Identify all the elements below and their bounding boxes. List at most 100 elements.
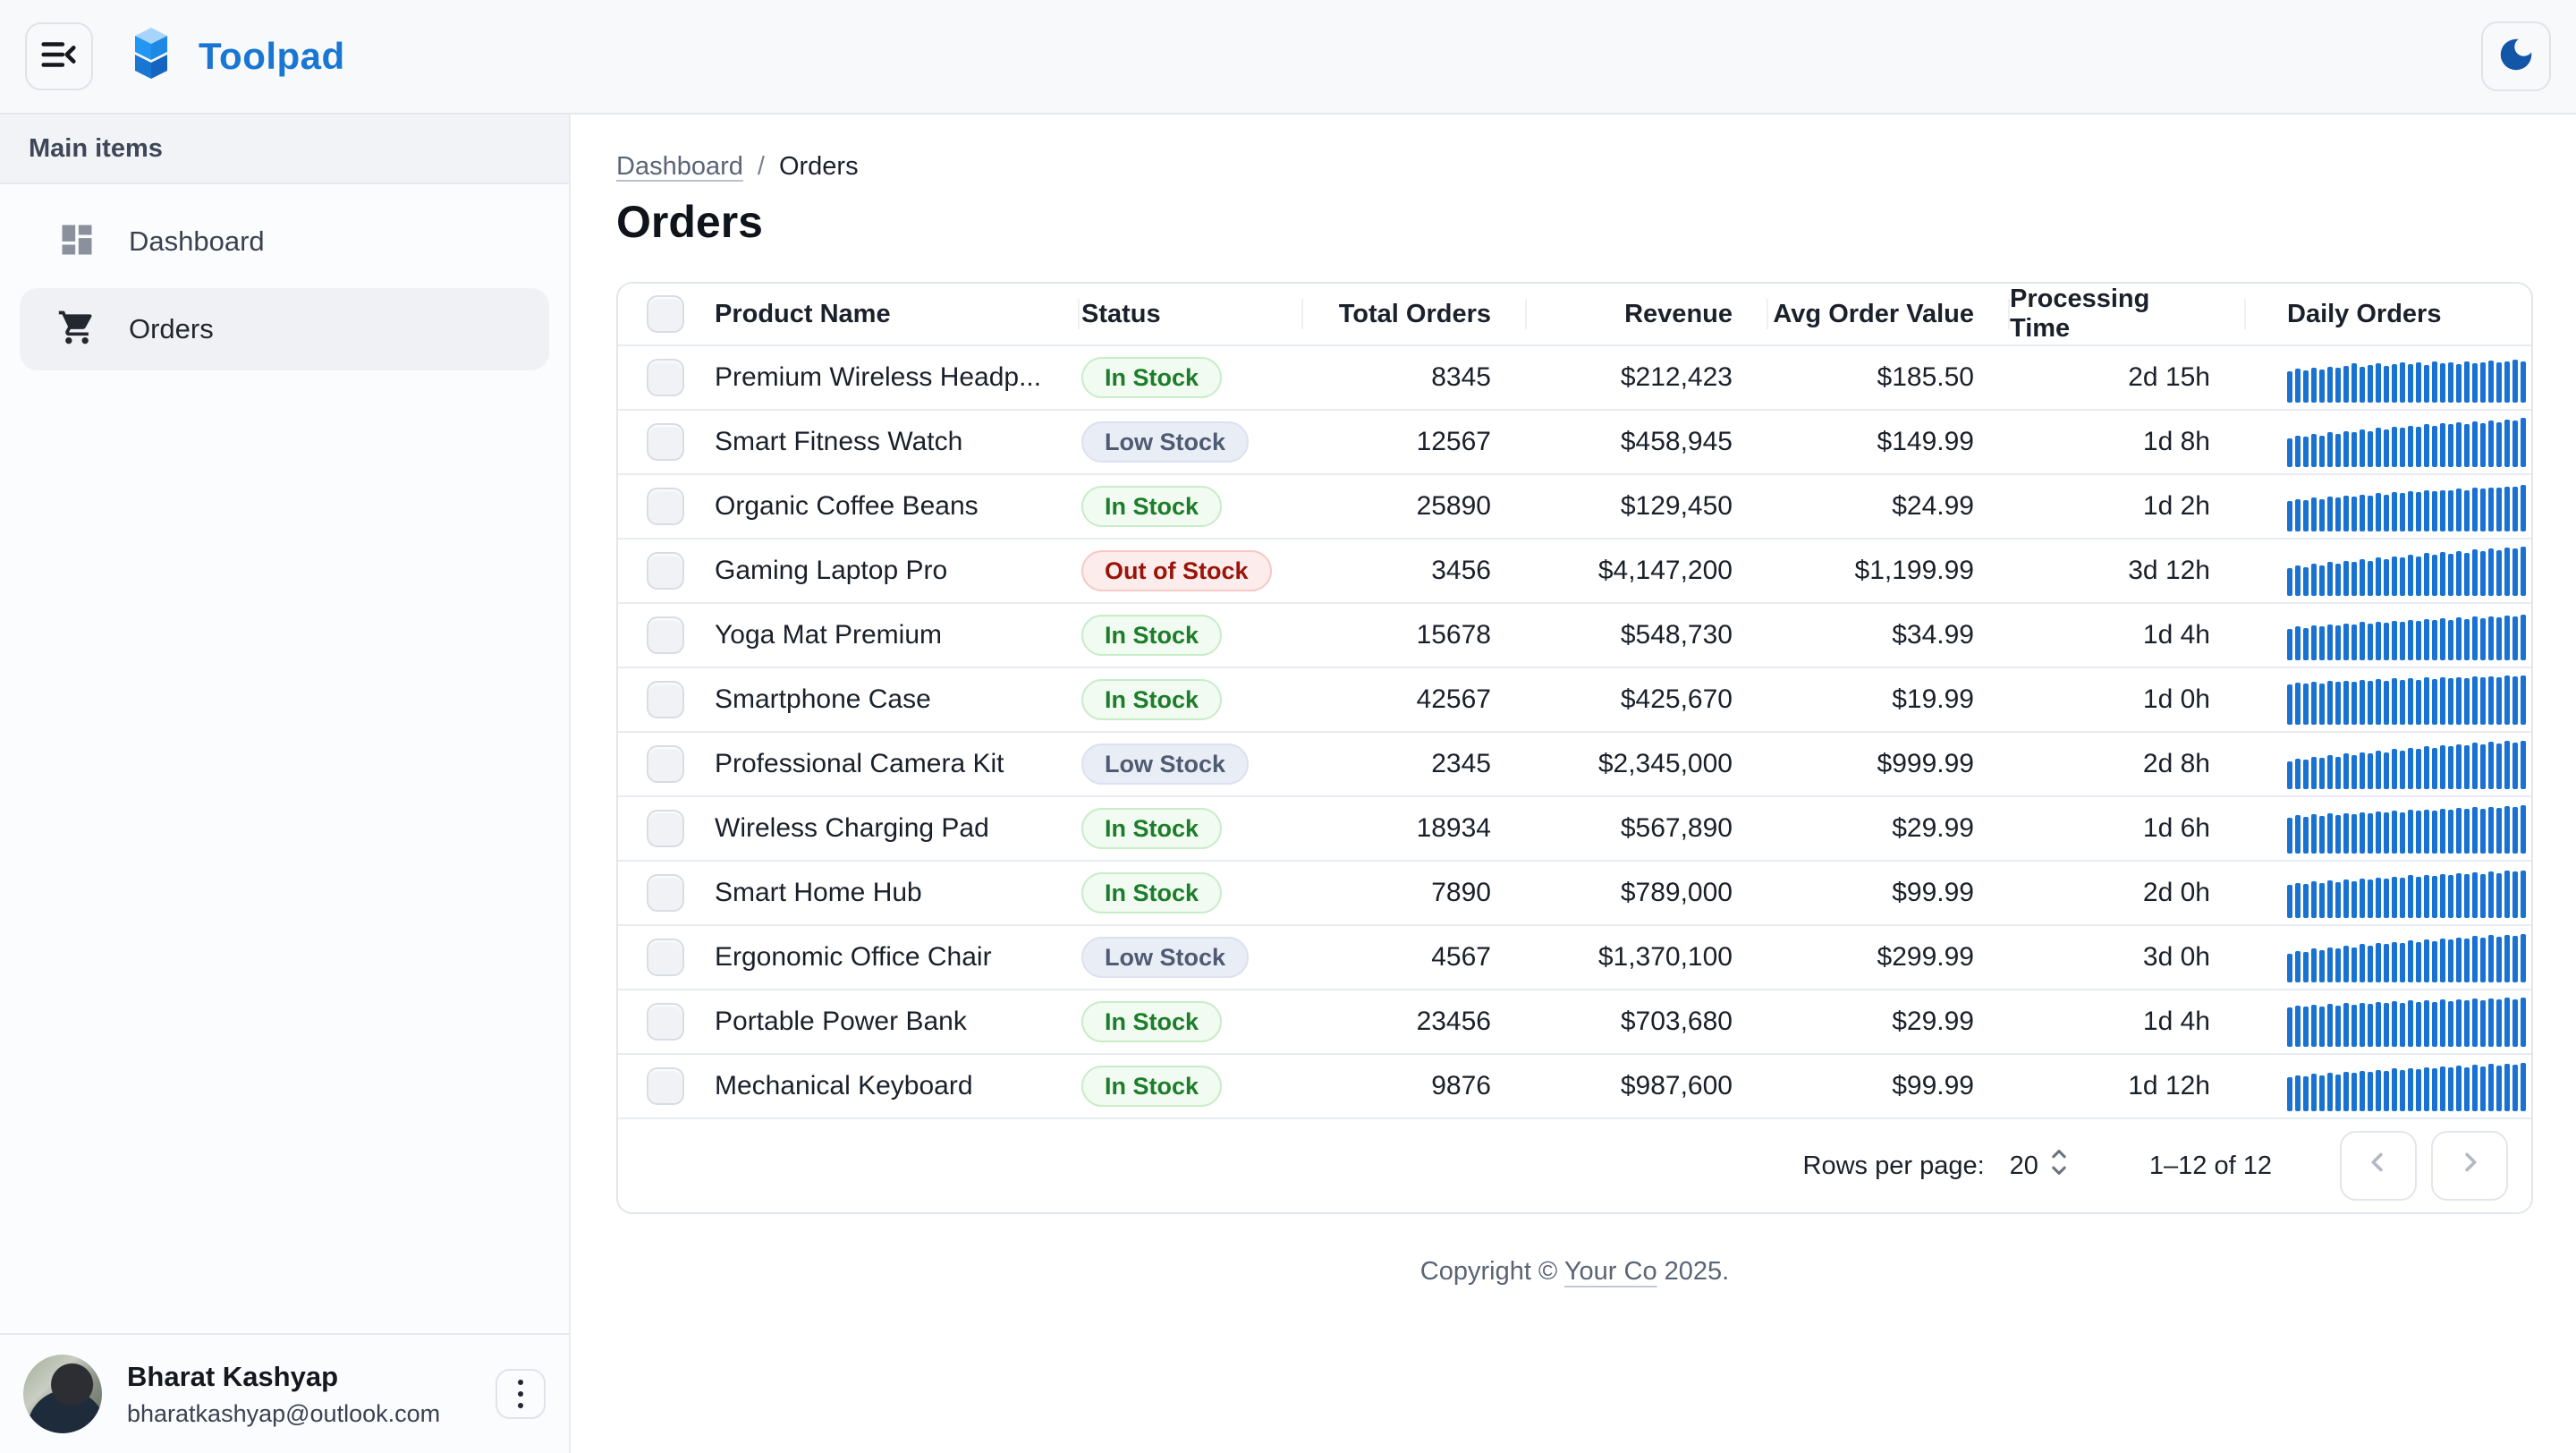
- rows-per-page-select[interactable]: 20: [2010, 1147, 2071, 1185]
- cell-product: Smart Fitness Watch: [715, 427, 963, 456]
- moon-icon: [2496, 34, 2537, 80]
- status-badge: Out of Stock: [1081, 550, 1272, 591]
- sidebar-item-orders[interactable]: Orders: [20, 288, 549, 370]
- cell-avg-order-value: $29.99: [1892, 813, 1974, 843]
- row-checkbox[interactable]: [647, 616, 684, 654]
- cell-processing-time: 1d 4h: [2142, 1007, 2210, 1036]
- column-header-revenue[interactable]: Revenue: [1527, 284, 1768, 344]
- sidebar-nav: Dashboard Orders: [0, 184, 569, 1333]
- table-row[interactable]: Gaming Laptop Pro Out of Stock 3456 $4,1…: [618, 538, 2531, 602]
- cell-avg-order-value: $99.99: [1892, 1071, 1974, 1100]
- row-checkbox[interactable]: [647, 939, 684, 976]
- column-header-total-orders[interactable]: Total Orders: [1303, 284, 1527, 344]
- column-header-avg-order-value[interactable]: Avg Order Value: [1768, 284, 2010, 344]
- cell-product: Organic Coffee Beans: [715, 491, 979, 521]
- table-row[interactable]: Wireless Charging Pad In Stock 18934 $56…: [618, 795, 2531, 860]
- page-title: Orders: [616, 197, 763, 247]
- row-checkbox[interactable]: [647, 874, 684, 912]
- chevron-right-icon: [2454, 1147, 2485, 1185]
- breadcrumb-dashboard-link[interactable]: Dashboard: [616, 152, 743, 181]
- row-checkbox[interactable]: [647, 745, 684, 783]
- cell-revenue: $425,670: [1620, 684, 1733, 714]
- table-body: Premium Wireless Headp... In Stock 8345 …: [618, 344, 2531, 1117]
- table-row[interactable]: Mechanical Keyboard In Stock 9876 $987,6…: [618, 1053, 2531, 1117]
- status-badge: In Stock: [1081, 615, 1223, 656]
- table-row[interactable]: Organic Coffee Beans In Stock 25890 $129…: [618, 473, 2531, 538]
- row-checkbox[interactable]: [647, 1067, 684, 1105]
- orders-table: Product Name Status Total Orders Revenue…: [616, 282, 2533, 1214]
- table-row[interactable]: Portable Power Bank In Stock 23456 $703,…: [618, 989, 2531, 1053]
- select-all-checkbox[interactable]: [647, 295, 684, 333]
- sidebar-section-header: Main items: [0, 115, 569, 184]
- row-checkbox[interactable]: [647, 810, 684, 847]
- cell-revenue: $129,450: [1620, 491, 1733, 521]
- table-row[interactable]: Professional Camera Kit Low Stock 2345 $…: [618, 731, 2531, 795]
- row-checkbox[interactable]: [647, 681, 684, 718]
- cell-total-orders: 25890: [1416, 491, 1491, 521]
- cell-product: Yoga Mat Premium: [715, 620, 943, 650]
- daily-orders-sparkline: [2287, 417, 2526, 467]
- table-row[interactable]: Premium Wireless Headp... In Stock 8345 …: [618, 344, 2531, 409]
- table-row[interactable]: Ergonomic Office Chair Low Stock 4567 $1…: [618, 924, 2531, 989]
- cell-processing-time: 1d 2h: [2142, 491, 2210, 521]
- sidebar-item-label: Dashboard: [129, 225, 265, 257]
- daily-orders-sparkline: [2287, 997, 2526, 1047]
- cell-total-orders: 42567: [1416, 684, 1491, 714]
- menu-open-icon: [38, 34, 80, 80]
- row-checkbox[interactable]: [647, 552, 684, 590]
- table-row[interactable]: Yoga Mat Premium In Stock 15678 $548,730…: [618, 602, 2531, 667]
- kebab-icon: [518, 1380, 523, 1385]
- cell-revenue: $789,000: [1620, 878, 1733, 907]
- cell-revenue: $703,680: [1620, 1007, 1733, 1036]
- status-badge: In Stock: [1081, 872, 1223, 913]
- cell-product: Professional Camera Kit: [715, 749, 1004, 778]
- row-checkbox[interactable]: [647, 488, 684, 525]
- user-menu-button[interactable]: [496, 1369, 546, 1419]
- table-row[interactable]: Smart Home Hub In Stock 7890 $789,000 $9…: [618, 860, 2531, 924]
- sidebar-item-label: Orders: [129, 313, 214, 344]
- collapse-menu-button[interactable]: [25, 22, 93, 90]
- status-badge: In Stock: [1081, 357, 1223, 398]
- table-row[interactable]: Smart Fitness Watch Low Stock 12567 $458…: [618, 409, 2531, 473]
- cell-revenue: $4,147,200: [1597, 556, 1733, 585]
- table-row[interactable]: Smartphone Case In Stock 42567 $425,670 …: [618, 667, 2531, 731]
- cell-product: Portable Power Bank: [715, 1007, 967, 1036]
- sidebar-item-dashboard[interactable]: Dashboard: [20, 200, 549, 283]
- user-email: bharatkashyap@outlook.com: [127, 1399, 441, 1427]
- cell-total-orders: 3456: [1431, 556, 1491, 585]
- cell-product: Smartphone Case: [715, 684, 931, 714]
- cell-total-orders: 18934: [1416, 813, 1491, 843]
- next-page-button[interactable]: [2431, 1131, 2508, 1201]
- rows-per-page-label: Rows per page:: [1802, 1151, 1985, 1180]
- column-header-processing-time[interactable]: Processing Time: [2010, 284, 2246, 344]
- prev-page-button[interactable]: [2340, 1131, 2417, 1201]
- theme-toggle-button[interactable]: [2481, 21, 2551, 91]
- row-checkbox[interactable]: [647, 423, 684, 461]
- user-name: Bharat Kashyap: [127, 1360, 339, 1392]
- company-link[interactable]: Your Co: [1563, 1257, 1657, 1286]
- app-title: Toolpad: [199, 35, 345, 77]
- cell-product: Mechanical Keyboard: [715, 1071, 973, 1100]
- avatar[interactable]: [23, 1355, 102, 1433]
- cell-avg-order-value: $34.99: [1892, 620, 1974, 650]
- cell-processing-time: 1d 0h: [2142, 684, 2210, 714]
- daily-orders-sparkline: [2287, 932, 2526, 982]
- column-header-status[interactable]: Status: [1080, 284, 1303, 344]
- cell-revenue: $212,423: [1620, 362, 1733, 392]
- brand[interactable]: Toolpad: [123, 25, 345, 89]
- cell-processing-time: 1d 8h: [2142, 427, 2210, 456]
- cell-avg-order-value: $299.99: [1877, 942, 1974, 972]
- row-checkbox[interactable]: [647, 1003, 684, 1041]
- table-header-row: Product Name Status Total Orders Revenue…: [618, 284, 2531, 344]
- column-header-product[interactable]: Product Name: [713, 284, 1080, 344]
- dashboard-icon: [57, 220, 97, 264]
- chevron-left-icon: [2363, 1147, 2394, 1185]
- status-badge: In Stock: [1081, 679, 1223, 720]
- daily-orders-sparkline: [2287, 803, 2526, 854]
- cell-product: Gaming Laptop Pro: [715, 556, 948, 585]
- daily-orders-sparkline: [2287, 868, 2526, 918]
- daily-orders-sparkline: [2287, 353, 2526, 403]
- column-header-daily-orders[interactable]: Daily Orders: [2287, 299, 2442, 328]
- cell-product: Premium Wireless Headp...: [715, 362, 1042, 392]
- row-checkbox[interactable]: [647, 359, 684, 396]
